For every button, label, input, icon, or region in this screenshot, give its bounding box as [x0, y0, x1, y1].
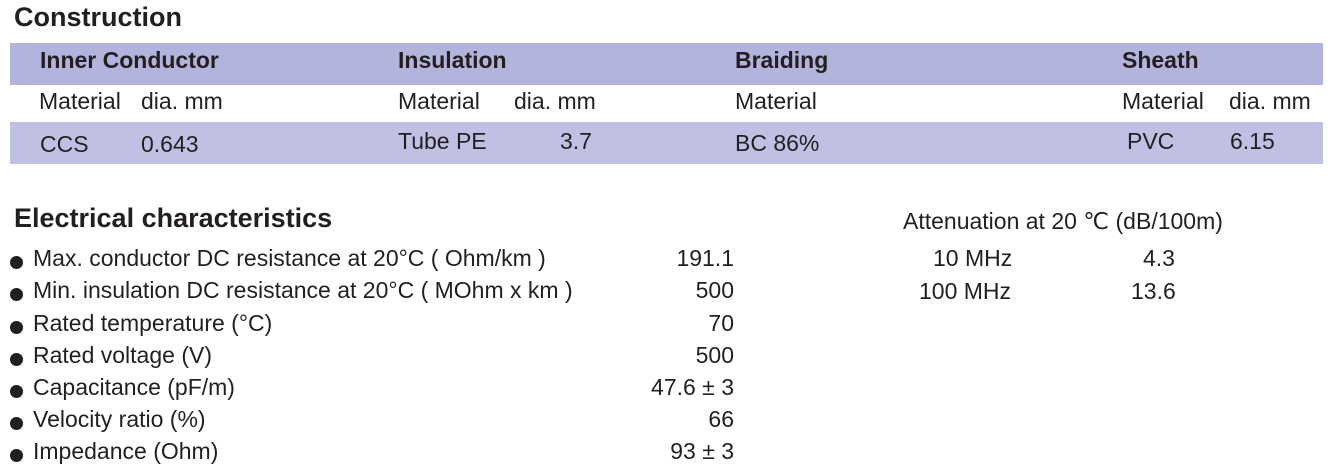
list-item: Min. insulation DC resistance at 20°C ( …	[10, 277, 740, 307]
bullet-icon	[10, 417, 23, 430]
insulation-dia-label: dia. mm	[514, 88, 596, 114]
item-label: Velocity ratio (%)	[33, 406, 206, 432]
attenuation-value-100: 13.6	[1131, 278, 1176, 304]
attenuation-title: Attenuation at 20 ℃ (dB/100m)	[903, 208, 1223, 234]
item-label: Rated temperature (°C)	[33, 310, 273, 336]
item-label: Max. conductor DC resistance at 20°C ( O…	[33, 245, 546, 271]
insulation-material-value: Tube PE	[398, 128, 487, 154]
electrical-title: Electrical characteristics	[14, 203, 333, 233]
bullet-icon	[10, 353, 23, 366]
sheath-header: Sheath	[1122, 47, 1199, 73]
item-label: Rated voltage (V)	[33, 342, 212, 368]
list-item: Rated voltage (V) 500	[10, 342, 740, 372]
braiding-material-value: BC 86%	[735, 130, 820, 156]
item-value: 70	[708, 310, 734, 336]
bullet-icon	[10, 256, 23, 269]
insulation-material-label: Material	[398, 88, 480, 114]
construction-title: Construction	[14, 2, 182, 32]
list-item: Max. conductor DC resistance at 20°C ( O…	[10, 245, 740, 275]
list-item: Rated temperature (°C) 70	[10, 310, 740, 340]
item-value: 47.6 ± 3	[651, 374, 734, 400]
item-label: Min. insulation DC resistance at 20°C ( …	[33, 277, 573, 303]
item-value: 500	[695, 342, 734, 368]
inner-conductor-header: Inner Conductor	[40, 47, 219, 73]
list-item: Velocity ratio (%) 66	[10, 406, 740, 436]
list-item: Impedance (Ohm) 93 ± 3	[10, 438, 740, 468]
bullet-icon	[10, 321, 23, 334]
construction-value-band	[10, 122, 1323, 164]
attenuation-frequency-100: 100 MHz	[919, 278, 1012, 304]
braiding-header: Braiding	[735, 47, 829, 73]
insulation-header: Insulation	[398, 47, 507, 73]
inner-conductor-dia-label: dia. mm	[141, 88, 223, 114]
item-value: 500	[695, 277, 734, 303]
bullet-icon	[10, 449, 23, 462]
braiding-material-label: Material	[735, 88, 817, 114]
inner-conductor-material-value: CCS	[40, 131, 89, 157]
item-label: Impedance (Ohm)	[33, 438, 219, 464]
insulation-dia-value: 3.7	[560, 128, 592, 154]
sheath-dia-value: 6.15	[1230, 128, 1275, 154]
inner-conductor-dia-value: 0.643	[141, 131, 199, 157]
bullet-icon	[10, 288, 23, 301]
bullet-icon	[10, 385, 23, 398]
attenuation-value-10: 4.3	[1143, 245, 1175, 271]
construction-header-band	[10, 43, 1323, 85]
item-label: Capacitance (pF/m)	[33, 374, 235, 400]
attenuation-frequency-10: 10 MHz	[933, 245, 1013, 271]
inner-conductor-material-label: Material	[39, 88, 121, 114]
list-item: Capacitance (pF/m) 47.6 ± 3	[10, 374, 740, 404]
sheath-material-value: PVC	[1127, 128, 1175, 154]
sheath-material-label: Material	[1122, 88, 1204, 114]
item-value: 66	[708, 406, 734, 432]
item-value: 191.1	[676, 245, 734, 271]
sheath-dia-label: dia. mm	[1229, 88, 1311, 114]
item-value: 93 ± 3	[670, 438, 734, 464]
